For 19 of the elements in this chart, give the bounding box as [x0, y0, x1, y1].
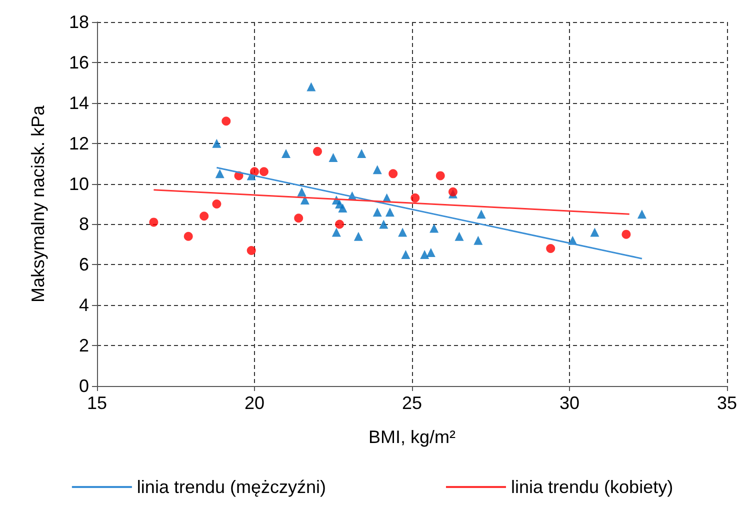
legend-label: linia trendu (mężczyźni) [136, 477, 326, 497]
y-axis-title: Maksymalny nacisk. kPa [28, 104, 48, 303]
x-tick-label: 30 [559, 393, 580, 413]
y-tick-label: 14 [68, 92, 89, 113]
y-tick-label: 10 [68, 174, 89, 194]
x-tick-label: 25 [402, 393, 422, 413]
y-tick-label: 16 [68, 52, 89, 72]
x-axis-title: BMI, kg/m² [368, 427, 456, 447]
y-tick-label: 12 [68, 133, 89, 154]
y-tick-label: 2 [78, 336, 89, 356]
y-tick-label: 8 [78, 214, 89, 234]
legend-label: linia trendu (kobiety) [510, 477, 674, 497]
x-tick-label: 15 [86, 393, 108, 413]
x-tick-label: 20 [244, 393, 265, 413]
y-tick-label: 4 [78, 295, 89, 316]
y-tick-label: 18 [68, 12, 89, 32]
y-tick-label: 0 [78, 376, 89, 396]
x-tick-label: 35 [716, 393, 738, 413]
y-tick-label: 6 [78, 254, 89, 275]
